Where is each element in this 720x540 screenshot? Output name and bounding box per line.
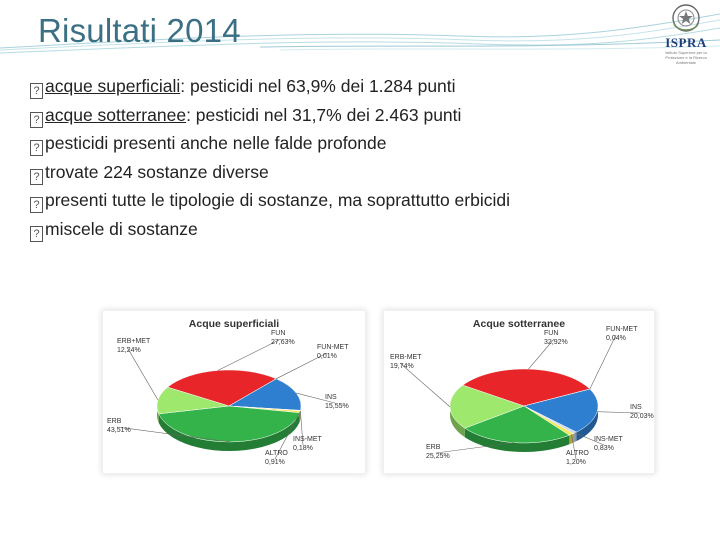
- slice-label: INS-MET: [293, 436, 323, 443]
- leader-line: [589, 334, 617, 390]
- bullet-text: miscele di sostanze: [45, 218, 198, 239]
- bullet-lead: acque superficiali: [45, 76, 181, 96]
- bullet-text: : pesticidi nel 63,9% dei 1.284 punti: [180, 76, 456, 96]
- slice-label: FUN-MET: [317, 344, 349, 351]
- slice-label: ERB+MET: [117, 338, 151, 345]
- pie-slice-side-altro: [299, 410, 301, 422]
- bullet-text: trovate 224 sostanze diverse: [45, 161, 269, 182]
- header-swoosh: [0, 13, 720, 54]
- logo-brand-text: ISPRA: [665, 35, 707, 50]
- slice-label: ALTRO: [265, 450, 288, 457]
- slice-label: FUN-MET: [606, 326, 638, 333]
- slice-label: ALTRO: [566, 450, 589, 457]
- republic-emblem-icon: [672, 4, 700, 32]
- chart-title: Acque sotterranee: [473, 318, 565, 330]
- leader-line: [126, 346, 159, 401]
- pie-slice-erb: [464, 405, 570, 444]
- bullet-item: ? acque sotterranee: pesticidi nel 31,7% …: [30, 101, 710, 130]
- slice-label: INS: [325, 394, 337, 401]
- leader-line: [528, 338, 555, 370]
- bullet-item: ? presenti tutte le tipologie di sostanze…: [30, 186, 710, 215]
- pie-slice-ins: [523, 388, 599, 433]
- slice-value-label: 20,03%: [630, 413, 654, 420]
- pie-slice-side-ins: [576, 389, 598, 442]
- pie-slice-erb-met: [449, 384, 525, 429]
- slice-value-label: 25,25%: [426, 453, 450, 460]
- bullet-text: : pesticidi nel 31,7% dei 2.463 punti: [186, 104, 462, 125]
- leader-line: [399, 362, 451, 408]
- chart-title: Acque superficiali: [189, 318, 280, 330]
- slice-label: ERB-MET: [390, 354, 422, 361]
- leader-line: [571, 434, 577, 460]
- slice-label: INS-MET: [594, 436, 624, 443]
- pie-chart-surface-water: Acque superficiali FUN 27,63% FUN-MET 0,01% I…: [102, 310, 366, 474]
- leader-line: [574, 432, 605, 446]
- pie-slice-fun: [167, 369, 277, 407]
- slice-value-label: 12,24%: [117, 347, 141, 354]
- pie-slice-fun: [462, 368, 591, 407]
- slice-value-label: 0,18%: [293, 445, 313, 452]
- bullet-glyph-icon: ?: [30, 140, 43, 156]
- bullet-item: ? pesticidi presenti anche nelle falde pr…: [30, 129, 710, 158]
- bullet-glyph-icon: ?: [30, 111, 43, 128]
- bullet-item: ? acque superficiali: pesticidi nel 63,9%…: [30, 72, 710, 101]
- slice-value-label: 0,91%: [265, 459, 285, 466]
- slice-value-label: 32,92%: [544, 339, 568, 346]
- bullet-list: ? acque superficiali: pesticidi nel 63,9%…: [30, 72, 710, 243]
- slice-value-label: 15,55%: [325, 403, 349, 410]
- leader-line: [276, 352, 328, 380]
- slide-title: Risultati 2014: [38, 12, 241, 49]
- slice-value-label: 19,74%: [390, 363, 414, 370]
- slice-value-label: 0,01%: [317, 353, 337, 360]
- bullet-text: pesticidi presenti anche nelle falde pro…: [45, 133, 387, 153]
- bullet-item: ? trovate 224 sostanze diverse: [30, 158, 710, 187]
- slice-label: ERB: [426, 444, 441, 451]
- leader-line: [217, 338, 282, 371]
- slice-label: FUN: [544, 330, 558, 337]
- slice-value-label: 43,51%: [107, 427, 131, 434]
- bullet-item: ? miscele di sostanze: [30, 215, 710, 244]
- slice-label: FUN: [271, 330, 285, 337]
- slice-value-label: 0,83%: [594, 445, 614, 452]
- bullet-text: presenti tutte le tipologie di sostanze,…: [45, 190, 510, 210]
- bullet-glyph-icon: ?: [30, 225, 43, 242]
- leader-line: [435, 442, 515, 454]
- pie-chart-groundwater: Acque sotterranee FUN 32,92% FUN-MET 0,04% IN…: [383, 310, 655, 474]
- logo-subtitle: Istituto Superiore per la Protezione e l…: [665, 50, 707, 65]
- bullet-glyph-icon: ?: [30, 83, 43, 99]
- pie-slice-side-ins-met: [573, 432, 577, 443]
- leader-line: [300, 410, 304, 446]
- leader-line: [116, 426, 231, 443]
- slice-value-label: 0,04%: [606, 335, 626, 342]
- pie-slice-ins: [228, 378, 302, 411]
- ispra-logo: ISPRA Istituto Superiore per la Protezio…: [656, 2, 716, 65]
- leader-line: [597, 411, 641, 414]
- bullet-lead: acque sotterranee: [45, 104, 187, 125]
- slice-value-label: 27,63%: [271, 339, 295, 346]
- leader-line: [274, 411, 301, 460]
- leader-line: [296, 392, 336, 404]
- slice-label: ERB: [107, 418, 122, 425]
- bullet-glyph-icon: ?: [30, 197, 43, 213]
- slice-value-label: 1,20%: [566, 459, 586, 466]
- slice-label: INS: [630, 404, 642, 411]
- pie-slice-side-erb: [158, 412, 300, 451]
- bullet-glyph-icon: ?: [30, 168, 43, 185]
